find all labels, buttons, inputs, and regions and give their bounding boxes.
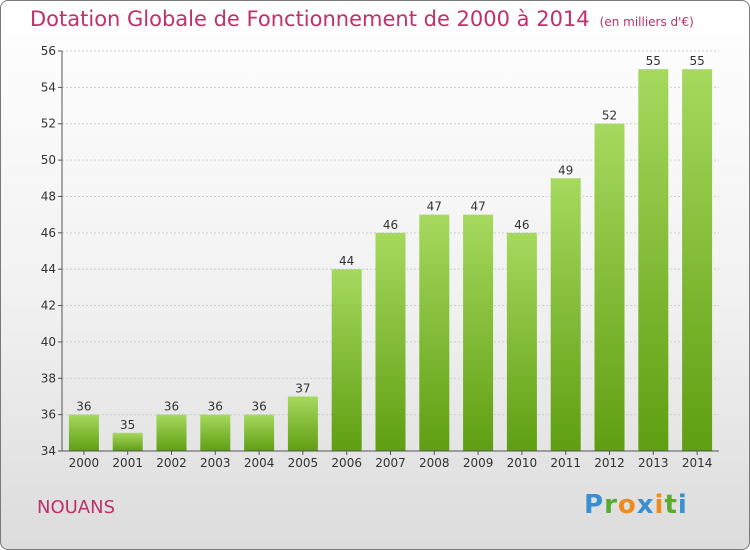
data-label: 46 (383, 218, 398, 232)
bar-2000 (68, 414, 99, 451)
proxiti-logo: Proxiti (584, 490, 688, 520)
y-tick-label: 46 (41, 226, 56, 240)
data-label: 35 (120, 418, 135, 432)
data-label: 55 (646, 54, 661, 68)
data-label: 36 (164, 400, 179, 414)
title-block: Dotation Globale de Fonctionnement de 20… (30, 7, 694, 31)
data-label: 37 (295, 381, 310, 395)
bar-2011 (550, 178, 581, 452)
bar-2012 (594, 123, 625, 452)
y-tick-label: 52 (41, 117, 56, 131)
data-label: 36 (208, 400, 223, 414)
axes (58, 50, 719, 455)
data-label: 36 (251, 400, 266, 414)
x-tick-label: 2005 (288, 456, 319, 470)
x-tick-label: 2000 (69, 456, 100, 470)
y-tick-label: 40 (41, 335, 56, 349)
data-label: 47 (427, 200, 442, 214)
bar-2004 (244, 414, 275, 451)
y-tick-label: 50 (41, 153, 56, 167)
bar-2014 (682, 69, 713, 451)
bar-2006 (331, 269, 362, 451)
bar-2009 (463, 214, 494, 451)
x-tick-label: 2014 (682, 456, 713, 470)
y-tick-label: 54 (41, 80, 56, 94)
data-label: 55 (689, 54, 704, 68)
bar-2008 (419, 214, 450, 451)
y-tick-label: 36 (41, 408, 56, 422)
x-tick-label: 2001 (112, 456, 143, 470)
data-label: 52 (602, 109, 617, 123)
y-tick-label: 56 (41, 44, 56, 58)
x-tick-label: 2004 (244, 456, 275, 470)
bar-2010 (506, 232, 537, 451)
chart-subtitle: (en milliers d'€) (599, 15, 694, 29)
x-tick-label: 2006 (331, 456, 362, 470)
x-tick-label: 2002 (156, 456, 187, 470)
data-label: 49 (558, 163, 573, 177)
data-label: 36 (76, 400, 91, 414)
y-tick-label: 42 (41, 299, 56, 313)
bar-2013 (638, 69, 669, 451)
x-tick-label: 2009 (463, 456, 494, 470)
bar-2005 (287, 396, 318, 451)
chart-title: Dotation Globale de Fonctionnement de 20… (30, 7, 590, 31)
x-tick-label: 2013 (638, 456, 669, 470)
x-tick-label: 2007 (375, 456, 406, 470)
y-tick-label: 38 (41, 371, 56, 385)
y-tick-label: 44 (41, 262, 56, 276)
x-tick-label: 2003 (200, 456, 231, 470)
bar-2001 (112, 432, 143, 451)
x-tick-label: 2010 (507, 456, 538, 470)
data-label: 44 (339, 254, 354, 268)
bar-2002 (156, 414, 187, 451)
y-tick-label: 48 (41, 189, 56, 203)
data-labels: 36 35 36 36 36 37 44 46 47 47 46 49 52 55 55 (76, 54, 704, 432)
x-tick-label: 2012 (594, 456, 625, 470)
commune-name: NOUANS (37, 497, 116, 518)
bar-2003 (200, 414, 231, 451)
data-label: 47 (470, 200, 485, 214)
x-tick-label: 2008 (419, 456, 450, 470)
bar-2007 (375, 232, 406, 451)
y-tick-label: 34 (41, 444, 56, 458)
x-tick-label: 2011 (550, 456, 581, 470)
x-tick-labels: 2000 2001 2002 2003 2004 2005 2006 2007 2008 2009… (69, 456, 713, 470)
bars (68, 69, 713, 452)
data-label: 46 (514, 218, 529, 232)
y-tick-labels: 34 36 38 40 42 44 46 48 50 52 54 56 (41, 44, 56, 458)
